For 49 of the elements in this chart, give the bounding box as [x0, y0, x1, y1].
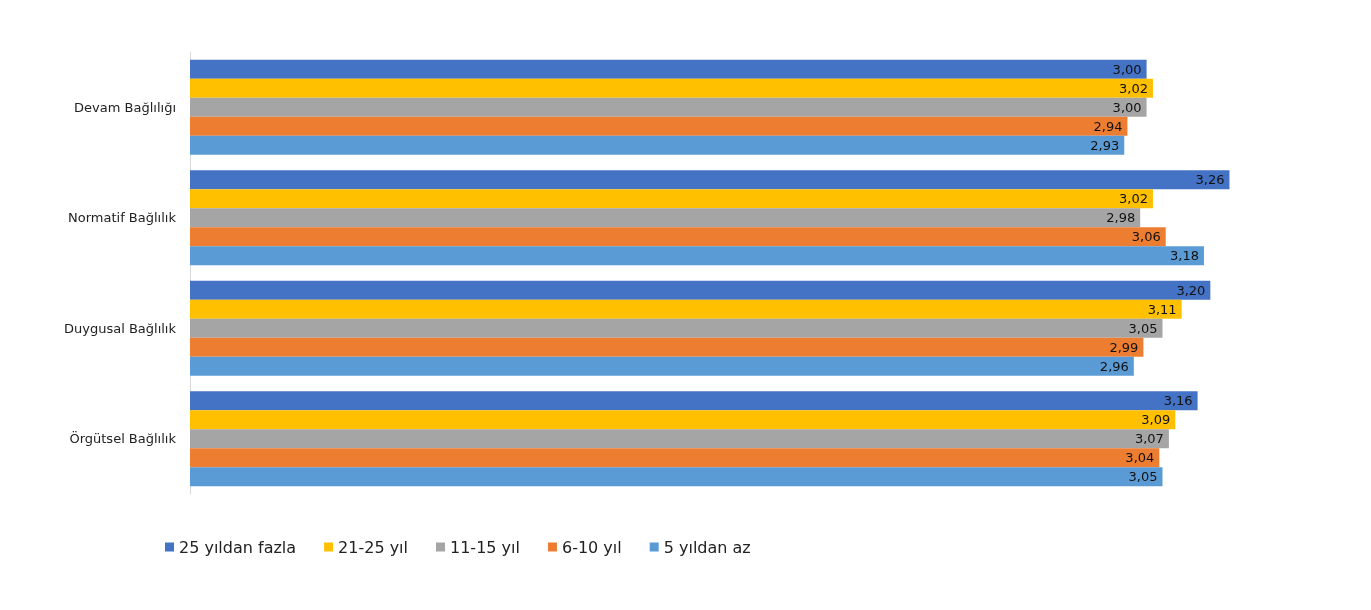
legend-label: 5 yıldan az — [663, 537, 751, 557]
bar — [190, 410, 1176, 430]
bar — [190, 356, 1134, 376]
data-label: 3,00 — [1112, 61, 1142, 77]
bar — [190, 280, 1211, 300]
data-label: 3,05 — [1128, 320, 1158, 336]
legend-label: 11-15 yıl — [450, 537, 520, 557]
bar — [190, 227, 1166, 247]
y-tick-label: Normatif Bağlılık — [68, 210, 177, 226]
bar — [190, 59, 1147, 79]
legend-label: 6-10 yıl — [561, 537, 622, 557]
bar — [190, 429, 1169, 449]
data-label: 2,93 — [1090, 137, 1120, 153]
data-label: 2,99 — [1109, 339, 1139, 355]
bar — [190, 337, 1144, 357]
bar — [190, 189, 1153, 209]
bar — [190, 246, 1204, 266]
bar — [190, 448, 1160, 468]
data-label: 3,11 — [1147, 301, 1177, 317]
bar — [190, 391, 1198, 411]
y-tick-label: Örgütsel Bağlılık — [69, 430, 177, 447]
data-label: 3,02 — [1119, 80, 1148, 96]
data-label: 3,00 — [1112, 99, 1142, 115]
bar — [190, 170, 1230, 190]
bar — [190, 299, 1182, 319]
bar — [190, 135, 1125, 155]
bar — [190, 97, 1147, 117]
data-label: 3,09 — [1141, 412, 1171, 428]
bar — [190, 116, 1128, 136]
data-label: 2,96 — [1099, 358, 1129, 374]
data-label: 3,16 — [1163, 393, 1193, 409]
bar — [190, 318, 1163, 338]
y-tick-label: Devam Bağlılığı — [74, 99, 176, 115]
bar — [190, 78, 1153, 98]
legend-label: 25 yıldan fazla — [179, 537, 297, 557]
bar — [190, 208, 1141, 228]
data-label: 3,05 — [1128, 469, 1158, 485]
y-tick-label: Duygusal Bağlılık — [63, 320, 177, 336]
data-label: 3,20 — [1176, 282, 1206, 298]
legend-label: 21-25 yıl — [338, 537, 409, 557]
data-label: 3,02 — [1119, 191, 1148, 207]
data-label: 3,07 — [1134, 431, 1164, 447]
data-label: 3,04 — [1125, 450, 1155, 466]
data-label: 3,18 — [1170, 248, 1199, 264]
data-label: 3,26 — [1195, 172, 1225, 188]
data-label: 2,98 — [1106, 210, 1136, 226]
bar — [190, 467, 1163, 487]
data-label: 3,06 — [1131, 229, 1161, 245]
data-label: 2,94 — [1093, 118, 1123, 134]
